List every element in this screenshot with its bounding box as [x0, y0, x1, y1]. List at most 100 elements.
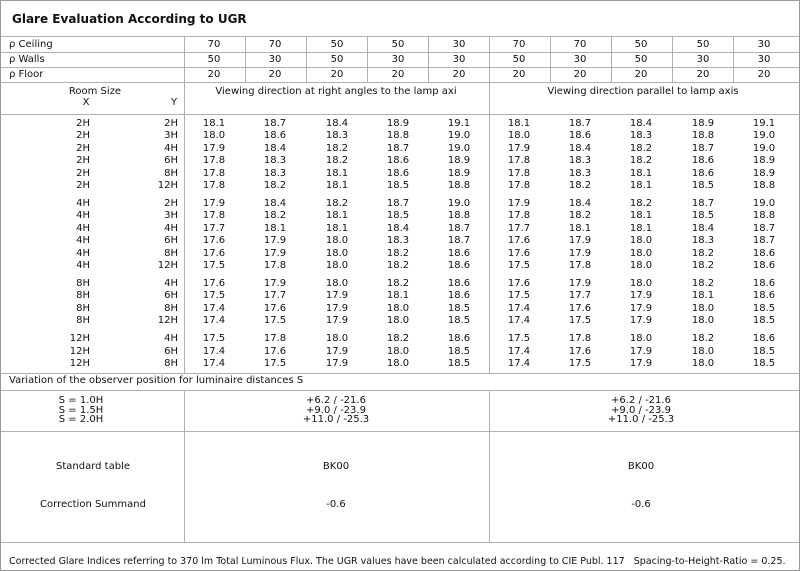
ugr-value: 17.7 [202, 222, 226, 234]
ugr-value: 17.9 [263, 247, 287, 259]
rule [611, 37, 612, 82]
ugr-value: 17.9 [325, 302, 349, 314]
standard-table-value: BK00 [627, 461, 655, 472]
ugr-value: 18.2 [386, 278, 410, 289]
ugr-value: 18.2 [568, 180, 592, 191]
rule [489, 390, 490, 542]
ugr-value: 18.6 [752, 260, 776, 271]
ugr-value: 18.7 [752, 222, 776, 234]
ugr-value: 18.4 [263, 198, 287, 209]
ugr-value: 18.7 [752, 235, 776, 247]
ugr-value: 18.0 [202, 130, 226, 142]
ugr-value: 18.7 [568, 118, 592, 129]
ugr-value: 18.2 [691, 247, 715, 259]
ugr-value: 17.6 [507, 235, 531, 247]
ugr-value: 19.0 [447, 142, 471, 154]
rule [306, 37, 307, 82]
room-x: 8H [76, 278, 90, 289]
ugr-value: 18.2 [386, 260, 410, 271]
rule [1, 52, 799, 53]
ugr-value: 18.1 [629, 167, 653, 179]
ugr-value: 18.1 [325, 222, 349, 234]
ugr-value: 18.7 [691, 198, 715, 209]
ugr-value: 18.3 [629, 130, 653, 142]
reflectance-value: 20 [512, 69, 526, 80]
room-y: 12H [157, 315, 178, 327]
ugr-value: 18.5 [447, 358, 471, 369]
rule [184, 82, 185, 373]
ugr-value: 18.0 [691, 358, 715, 369]
rule [672, 37, 673, 82]
ugr-value: 17.9 [629, 290, 653, 302]
ugr-value: 18.4 [325, 118, 349, 129]
room-y: 3H [164, 210, 178, 222]
ugr-value: 18.0 [629, 278, 653, 289]
distance-label: S = 1.5H [58, 404, 104, 416]
ugr-value: 17.5 [263, 315, 287, 327]
footer-note: Corrected Glare Indices referring to 370… [9, 556, 786, 567]
ugr-value: 18.1 [263, 222, 287, 234]
reflectance-label: ρ Floor [9, 69, 44, 80]
rule [245, 37, 246, 82]
ugr-value: 18.5 [691, 180, 715, 191]
room-y: 8H [164, 167, 178, 179]
reflectance-value: 50 [330, 39, 344, 50]
room-x: 8H [76, 302, 90, 314]
ugr-value: 17.9 [202, 198, 226, 209]
ugr-value: 18.6 [447, 278, 471, 289]
rule [1, 36, 799, 37]
ugr-value: 17.9 [325, 315, 349, 327]
reflectance-value: 20 [330, 69, 344, 80]
ugr-value: 18.2 [325, 142, 349, 154]
title: Glare Evaluation According to UGR [12, 12, 247, 26]
ugr-value: 17.9 [629, 345, 653, 357]
reflectance-value: 70 [573, 39, 587, 50]
room-x: 4H [76, 198, 90, 209]
variation-value: +6.2 / -21.6 [306, 395, 366, 406]
ugr-value: 19.0 [752, 130, 776, 142]
ugr-value: 18.0 [325, 235, 349, 247]
ugr-value: 18.0 [691, 315, 715, 327]
ugr-value: 18.0 [386, 315, 410, 327]
ugr-value: 18.2 [263, 180, 287, 191]
ugr-value: 17.9 [507, 142, 531, 154]
rule [1, 82, 799, 83]
ugr-value: 18.6 [263, 130, 287, 142]
ugr-value: 17.9 [202, 142, 226, 154]
ugr-value: 17.4 [507, 315, 531, 327]
ugr-value: 18.1 [568, 222, 592, 234]
ugr-value: 17.9 [263, 278, 287, 289]
rule [1, 373, 799, 374]
ugr-value: 18.9 [752, 167, 776, 179]
ugr-value: 17.9 [325, 290, 349, 302]
room-x: 12H [69, 345, 90, 357]
ugr-value: 18.0 [691, 302, 715, 314]
ugr-value: 18.6 [447, 260, 471, 271]
room-size-header: Room Size [68, 86, 122, 97]
ugr-value: 19.0 [447, 130, 471, 142]
reflectance-value: 20 [391, 69, 405, 80]
ugr-value: 18.2 [629, 198, 653, 209]
room-x: 12H [69, 358, 90, 369]
variation-value: +11.0 / -25.3 [607, 414, 675, 426]
ugr-value: 18.9 [386, 118, 410, 129]
correction-value: -0.6 [326, 499, 346, 510]
correction-label: Correction Summand [40, 499, 146, 510]
ugr-value: 18.6 [752, 290, 776, 302]
ugr-value: 18.9 [447, 155, 471, 167]
ugr-value: 17.6 [507, 278, 531, 289]
reflectance-value: 50 [207, 54, 221, 65]
x-header: X [82, 97, 90, 108]
ugr-value: 18.5 [691, 210, 715, 222]
ugr-value: 18.6 [386, 167, 410, 179]
ugr-value: 19.1 [447, 118, 471, 129]
ugr-value: 18.4 [386, 222, 410, 234]
standard-table-label: Standard table [56, 461, 130, 472]
ugr-value: 17.7 [263, 290, 287, 302]
ugr-value: 17.5 [507, 333, 531, 345]
room-y: 4H [164, 222, 178, 234]
ugr-value: 17.9 [263, 235, 287, 247]
ugr-value: 18.8 [447, 210, 471, 222]
ugr-value: 18.3 [263, 167, 287, 179]
